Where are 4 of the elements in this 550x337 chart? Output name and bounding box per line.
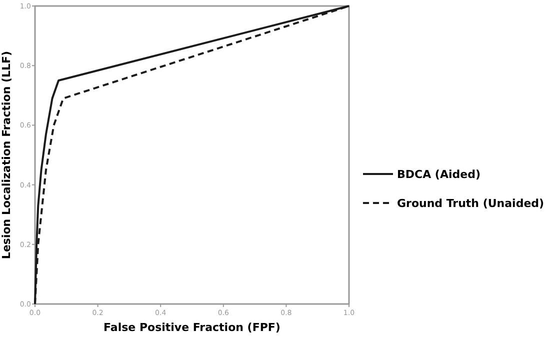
legend-label: Ground Truth (Unaided)	[397, 197, 544, 210]
legend-label: BDCA (Aided)	[397, 168, 480, 181]
x-axis-title: False Positive Fraction (FPF)	[104, 321, 280, 334]
y-axis-title: Lesion Localization Fraction (LLF)	[0, 50, 13, 260]
